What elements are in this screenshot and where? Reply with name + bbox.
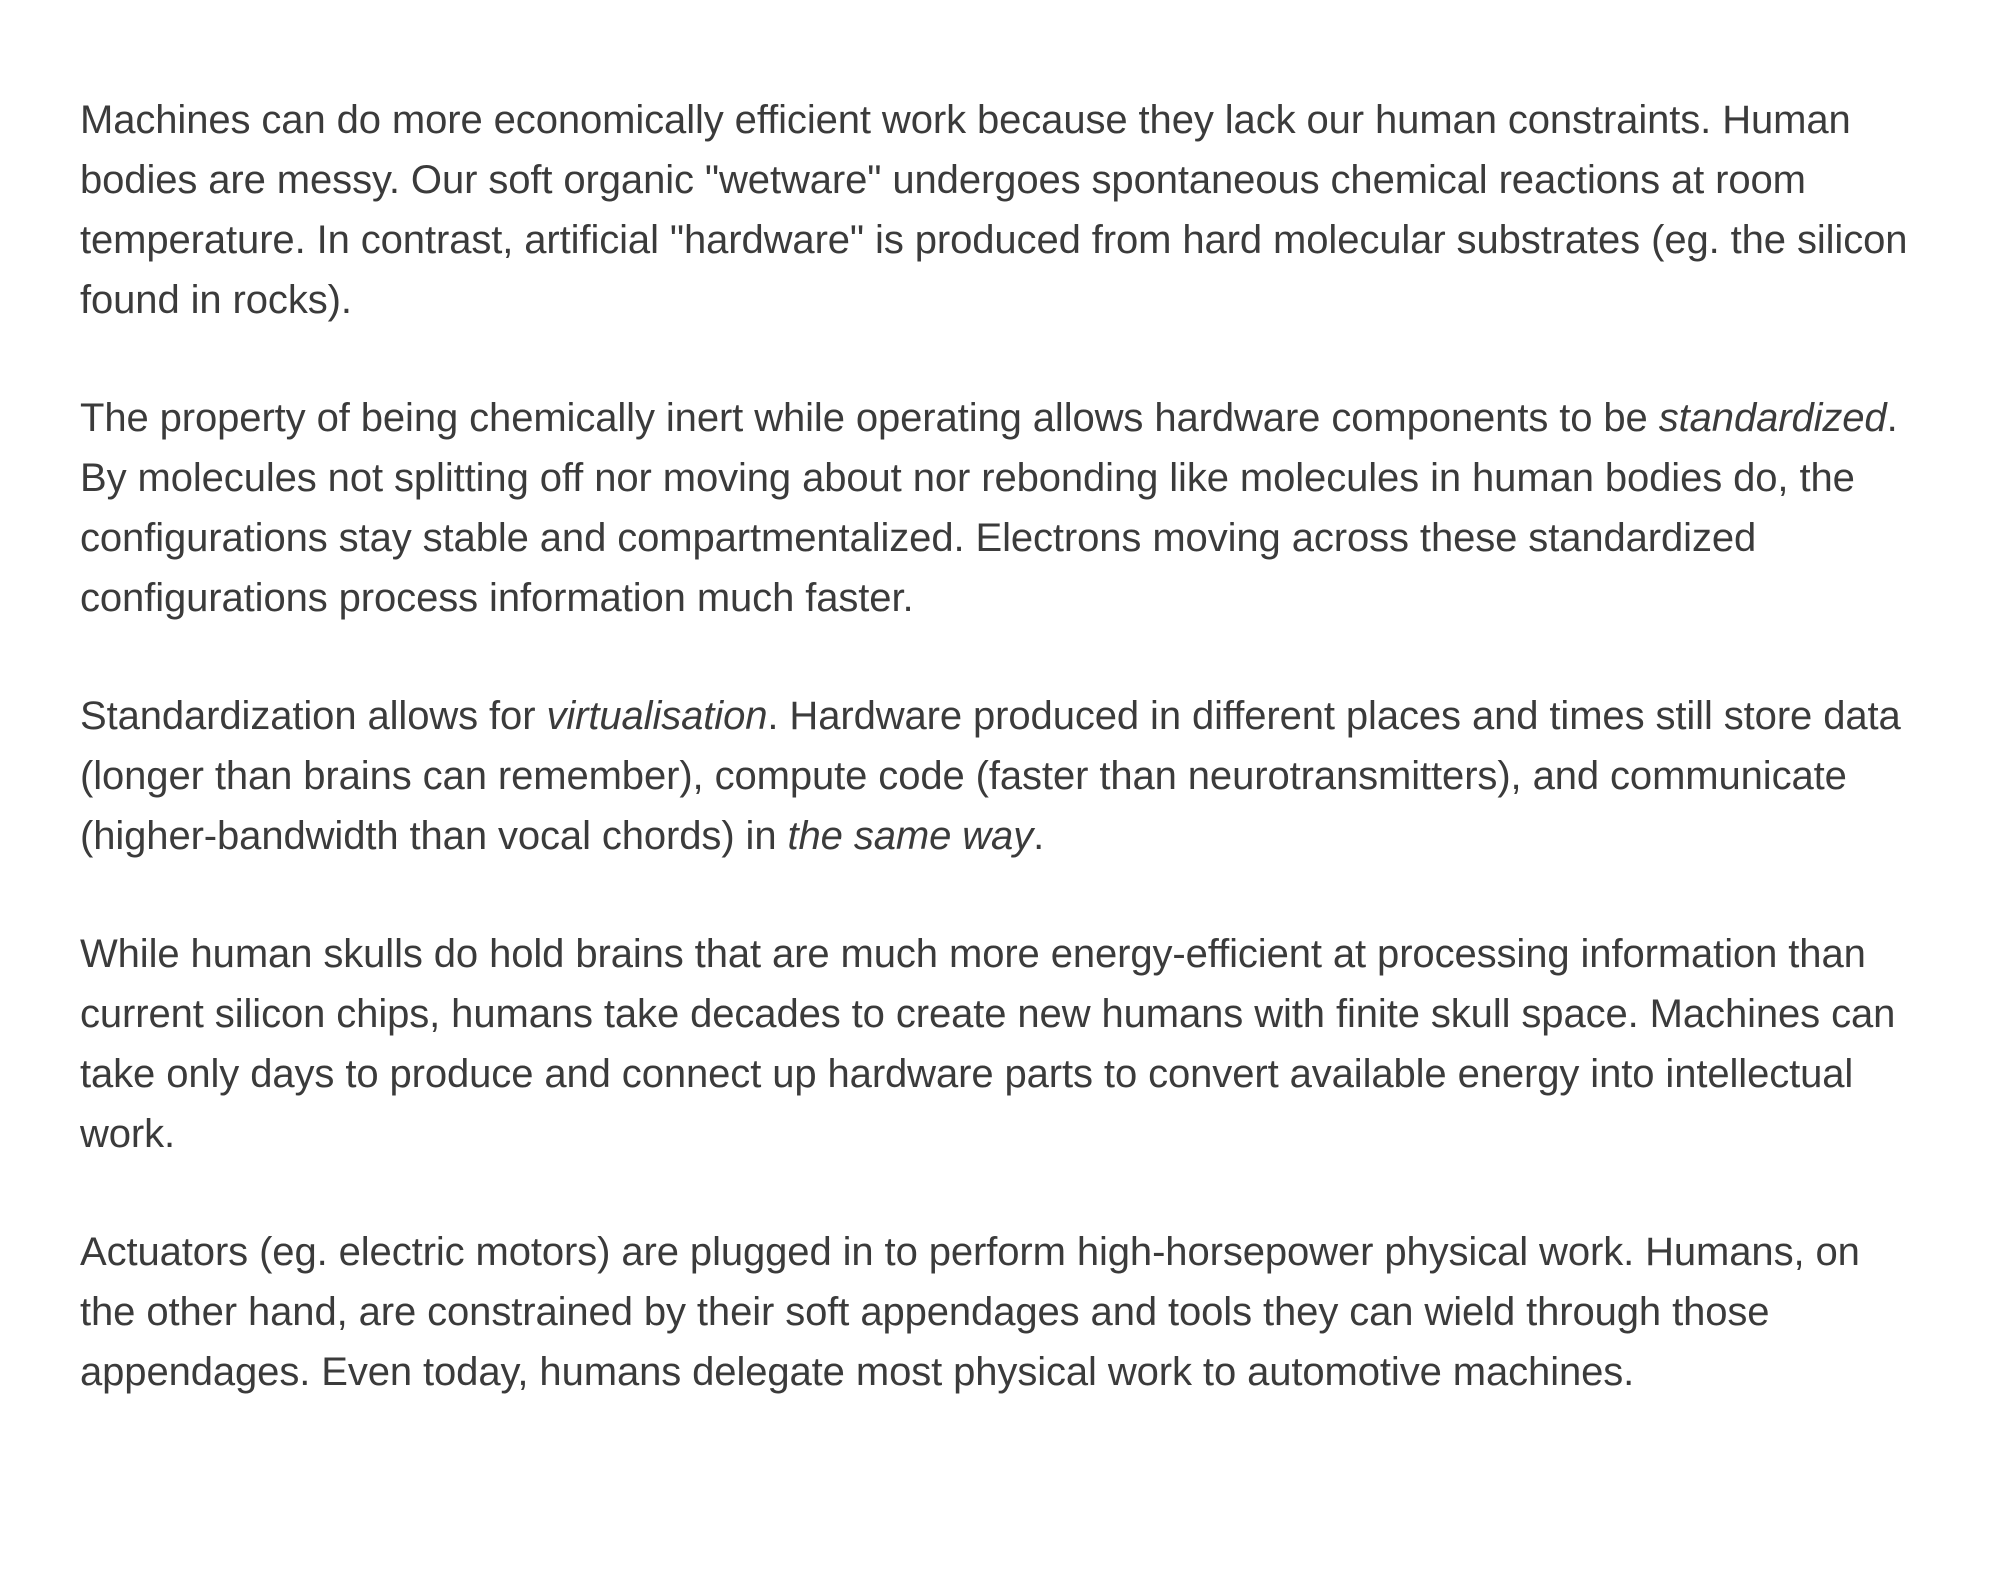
text-run: Actuators (eg. electric motors) are plug… — [80, 1230, 1860, 1394]
text-run: Standardization allows for — [80, 694, 546, 738]
text-run: . — [1033, 814, 1044, 858]
paragraph: While human skulls do hold brains that a… — [80, 924, 1920, 1164]
paragraph: Standardization allows for virtualisatio… — [80, 686, 1920, 866]
article-body: Machines can do more economically effici… — [80, 90, 1920, 1402]
italic-run: the same way — [788, 814, 1034, 858]
paragraph: Machines can do more economically effici… — [80, 90, 1920, 330]
paragraph: The property of being chemically inert w… — [80, 388, 1920, 628]
text-run: While human skulls do hold brains that a… — [80, 932, 1895, 1156]
paragraph: Actuators (eg. electric motors) are plug… — [80, 1222, 1920, 1402]
italic-run: standardized — [1659, 396, 1887, 440]
text-run: The property of being chemically inert w… — [80, 396, 1659, 440]
text-run: Machines can do more economically effici… — [80, 98, 1907, 322]
italic-run: virtualisation — [546, 694, 767, 738]
